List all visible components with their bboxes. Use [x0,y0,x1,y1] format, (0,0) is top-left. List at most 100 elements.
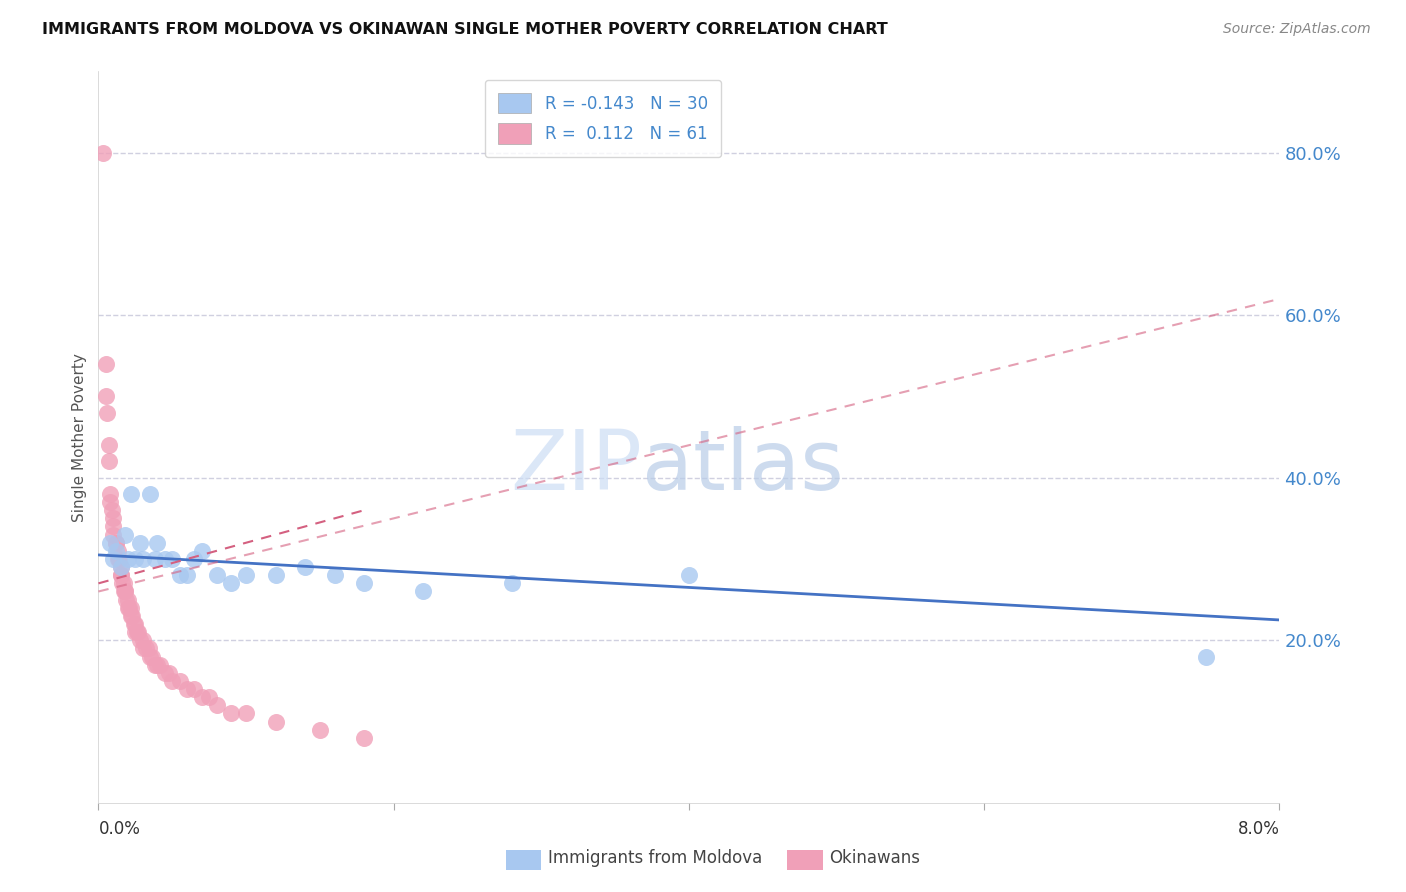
Point [353,731,375,745]
Text: Okinawans: Okinawans [830,849,921,867]
Point [97,438,120,452]
Point [124,625,146,640]
Point [143,657,166,672]
Point [198,690,221,705]
Point [501,576,523,591]
Point [103,527,125,541]
Point [235,706,257,721]
Point [120,487,142,501]
Point [124,552,146,566]
Point [1194,649,1216,664]
Point [205,568,228,582]
Point [110,568,132,582]
Point [176,681,198,696]
Point [117,592,139,607]
Point [219,576,242,591]
Point [138,641,160,656]
Point [107,552,129,566]
Point [139,487,162,501]
Point [146,657,169,672]
Point [114,527,136,541]
Point [264,714,287,729]
Point [110,560,132,574]
Point [264,568,287,582]
Point [98,535,121,549]
Point [117,552,139,566]
Point [103,552,125,566]
Point [124,617,146,632]
Point [183,681,205,696]
Point [111,576,134,591]
Point [135,641,157,656]
Point [323,568,346,582]
Point [97,454,120,468]
Point [353,576,375,591]
Point [108,552,131,566]
Point [98,495,121,509]
Point [112,584,135,599]
Point [112,576,135,591]
Point [120,600,142,615]
Text: 0.0%: 0.0% [98,820,141,838]
Text: Source: ZipAtlas.com: Source: ZipAtlas.com [1223,22,1371,37]
Point [100,503,122,517]
Text: ZIP: ZIP [510,425,641,507]
Point [105,544,128,558]
Text: atlas: atlas [641,425,844,507]
Point [114,584,136,599]
Point [169,568,191,582]
Point [127,625,149,640]
Point [117,600,139,615]
Point [157,665,180,680]
Text: IMMIGRANTS FROM MOLDOVA VS OKINAWAN SINGLE MOTHER POVERTY CORRELATION CHART: IMMIGRANTS FROM MOLDOVA VS OKINAWAN SING… [42,22,889,37]
Point [96,406,118,420]
Point [103,511,125,525]
Point [205,698,228,713]
Point [107,544,129,558]
Point [115,592,138,607]
Point [139,649,162,664]
Point [412,584,434,599]
Point [162,673,183,688]
Point [191,690,214,705]
Point [103,519,125,533]
Point [176,568,198,582]
Point [105,535,128,549]
Point [105,535,128,549]
Point [125,625,148,640]
Point [120,608,142,623]
Point [146,535,169,549]
Point [132,641,155,656]
Point [153,665,176,680]
Point [143,552,166,566]
Text: 8.0%: 8.0% [1237,820,1279,838]
Point [235,568,257,582]
Point [118,600,141,615]
Point [122,617,145,632]
Point [128,535,150,549]
Point [162,552,183,566]
Point [132,552,155,566]
Point [98,487,121,501]
Point [149,657,172,672]
Point [132,633,155,648]
Point [94,357,117,371]
Point [110,560,132,574]
Point [308,723,332,737]
Point [153,552,176,566]
Y-axis label: Single Mother Poverty: Single Mother Poverty [72,352,87,522]
Point [294,560,316,574]
Point [114,584,136,599]
Point [183,552,205,566]
Point [678,568,700,582]
Point [219,706,242,721]
Point [110,568,132,582]
Legend: R = -0.143   N = 30, R =  0.112   N = 61: R = -0.143 N = 30, R = 0.112 N = 61 [485,79,721,157]
Point [141,649,163,664]
Point [121,608,143,623]
Point [94,389,117,403]
Point [128,633,150,648]
Text: Immigrants from Moldova: Immigrants from Moldova [548,849,762,867]
Point [169,673,191,688]
Point [191,544,214,558]
